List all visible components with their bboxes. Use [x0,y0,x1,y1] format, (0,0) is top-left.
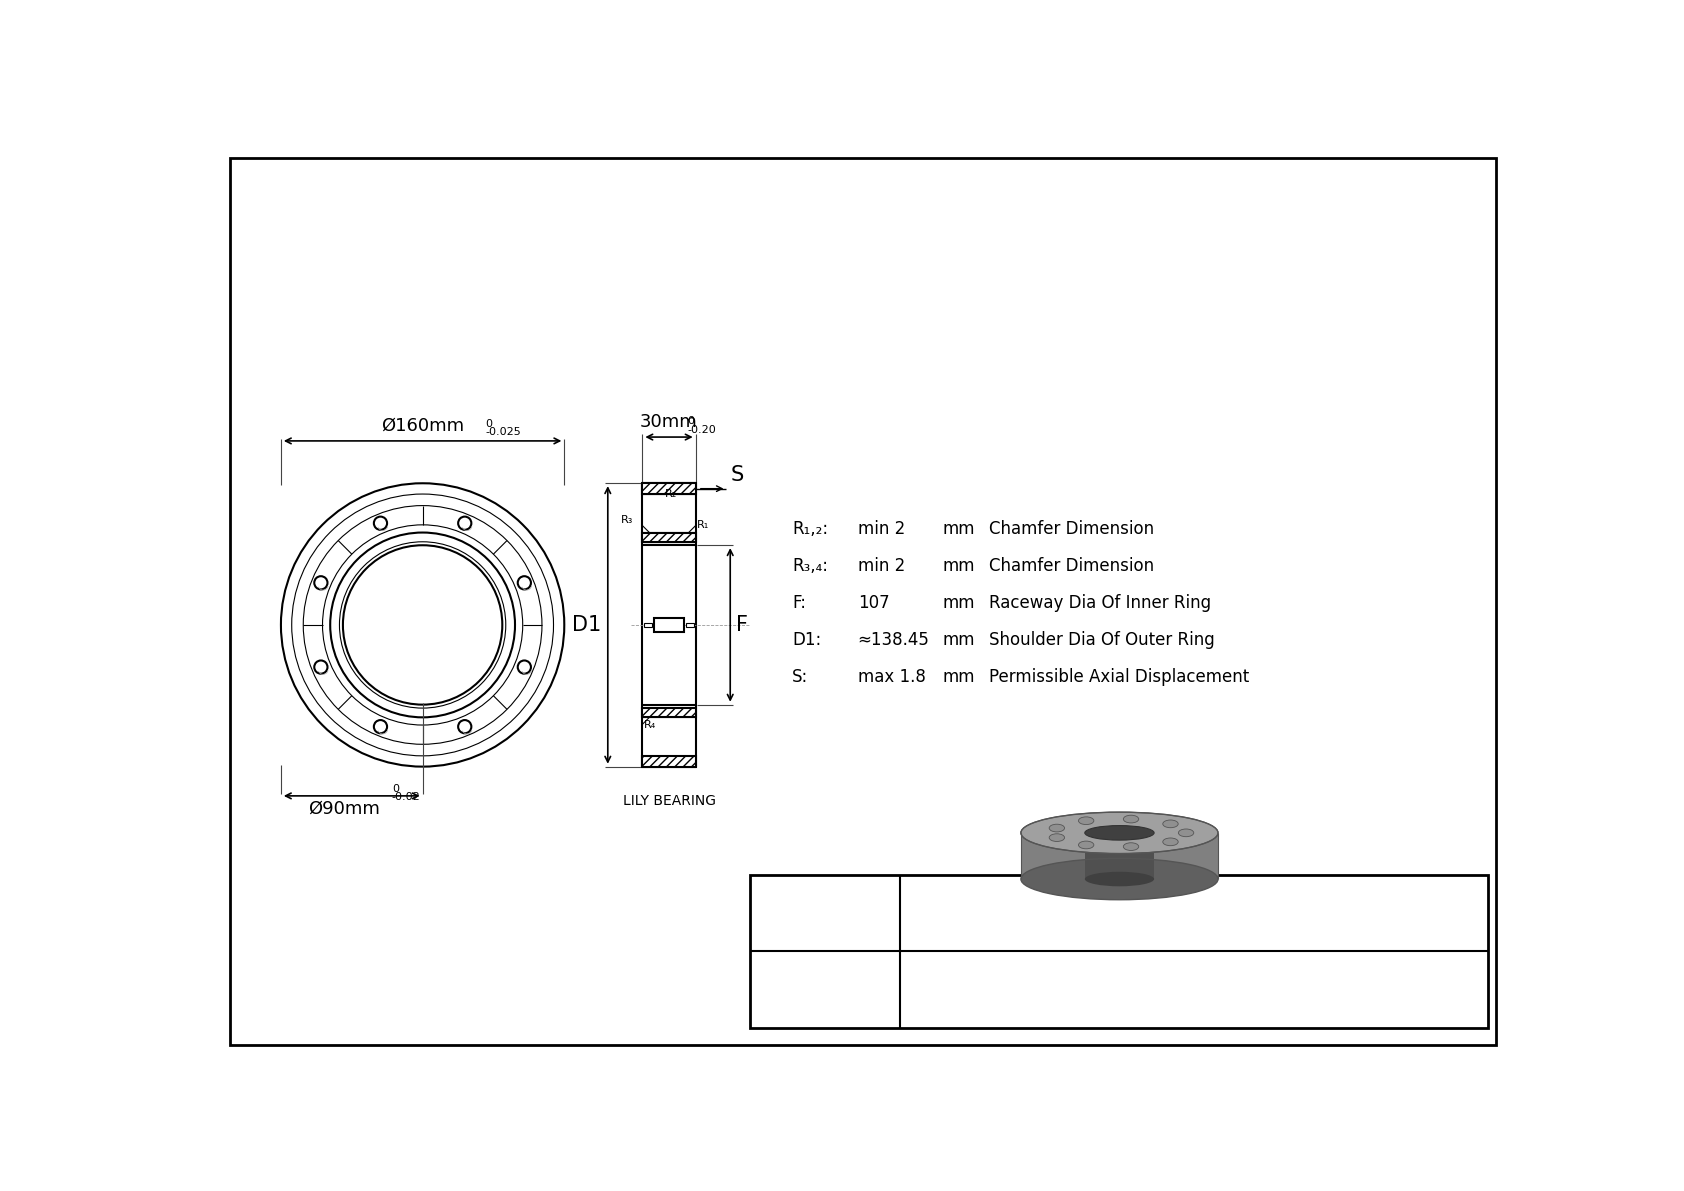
Ellipse shape [1162,838,1179,846]
Bar [749,875,1489,1028]
Text: F:: F: [791,593,807,612]
Text: min 2: min 2 [857,556,904,574]
Text: Shoulder Dia Of Outer Ring: Shoulder Dia Of Outer Ring [989,630,1214,649]
Ellipse shape [1084,825,1154,840]
Text: 0: 0 [392,784,399,793]
Bar [642,484,695,494]
Ellipse shape [1078,841,1095,849]
Text: 0: 0 [485,418,493,429]
Text: D1: D1 [573,615,601,635]
Ellipse shape [1123,843,1138,850]
Text: F: F [736,615,748,635]
Text: min 2: min 2 [857,519,904,537]
Text: R₁: R₁ [697,520,709,530]
Text: R₁,₂:: R₁,₂: [791,519,829,537]
Text: NU 218 ECJ Cylindrical Roller Bearings: NU 218 ECJ Cylindrical Roller Bearings [1022,980,1366,998]
Text: Email: lilybearing@lily-bearing.com: Email: lilybearing@lily-bearing.com [1071,912,1317,927]
Text: mm: mm [943,667,975,686]
Ellipse shape [1049,834,1064,842]
Text: LILY BEARING: LILY BEARING [623,793,716,807]
Text: -0.02: -0.02 [392,792,421,802]
Text: R₂: R₂ [665,490,677,499]
Text: R₃: R₃ [621,515,633,525]
Text: ®: ® [876,881,893,899]
Text: -0.20: -0.20 [687,425,716,435]
Bar [642,709,695,717]
Ellipse shape [1162,819,1179,828]
Text: ≈138.45: ≈138.45 [857,630,930,649]
Text: Chamfer Dimension: Chamfer Dimension [989,556,1154,574]
Text: SHANGHAI LILY BEARING LIMITED: SHANGHAI LILY BEARING LIMITED [1044,887,1344,905]
Text: Chamfer Dimension: Chamfer Dimension [989,519,1154,537]
Bar [1084,833,1154,879]
Ellipse shape [1123,815,1138,823]
Text: D1:: D1: [791,630,822,649]
Text: mm: mm [943,630,975,649]
Bar [643,623,652,628]
Ellipse shape [1049,824,1064,831]
Ellipse shape [1078,817,1095,824]
Bar [642,756,695,767]
Text: R₃,₄:: R₃,₄: [791,556,829,574]
Text: S:: S: [791,667,808,686]
Bar [642,532,695,542]
Text: Raceway Dia Of Inner Ring: Raceway Dia Of Inner Ring [989,593,1211,612]
Text: Ø160mm: Ø160mm [381,417,465,435]
Ellipse shape [1179,829,1194,837]
Text: LILY: LILY [758,881,893,941]
Text: Permissible Axial Displacement: Permissible Axial Displacement [989,667,1250,686]
Text: mm: mm [943,556,975,574]
Bar [685,623,694,628]
Text: 107: 107 [857,593,889,612]
Bar [1021,833,1218,879]
Bar [642,709,695,717]
Text: max 1.8: max 1.8 [857,667,926,686]
Text: -0.025: -0.025 [485,428,522,437]
Text: Ø90mm: Ø90mm [308,799,381,818]
Text: R₄: R₄ [643,719,657,730]
Text: 0: 0 [687,416,694,425]
Bar [655,618,684,631]
Bar [642,756,695,767]
Bar [642,532,695,542]
Ellipse shape [1021,812,1218,854]
Text: mm: mm [943,519,975,537]
Text: mm: mm [943,593,975,612]
Text: Part
Number: Part Number [791,971,859,1009]
Text: 30mm: 30mm [640,413,697,431]
Bar [642,484,695,494]
Text: S: S [731,464,743,485]
Ellipse shape [1084,872,1154,886]
Ellipse shape [1021,859,1218,899]
